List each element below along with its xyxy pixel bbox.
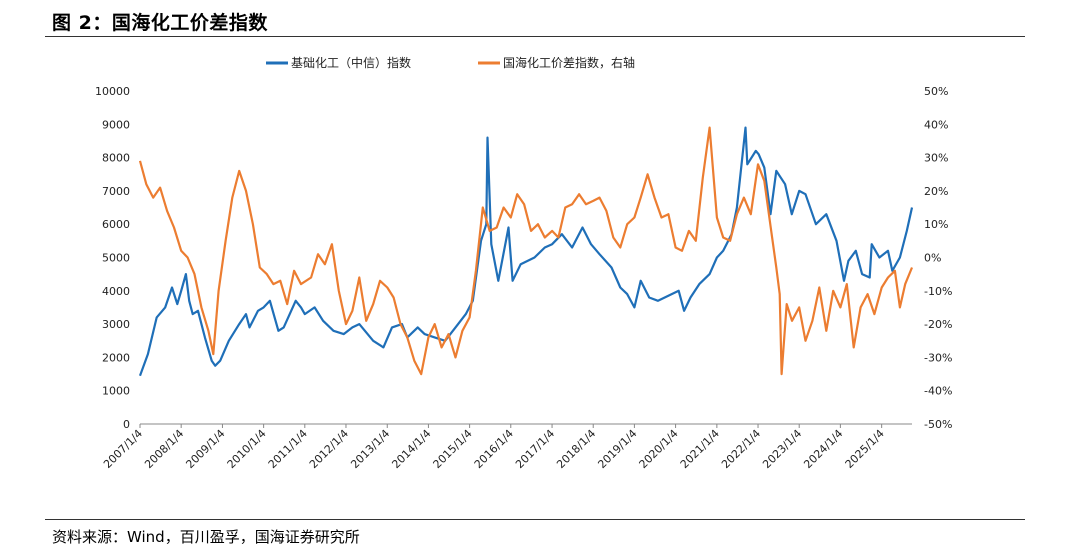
series-line-chemical-index xyxy=(138,126,914,377)
x-axis-tick-label: 2024/1/4 xyxy=(801,427,845,471)
x-axis-tick-label: 2018/1/4 xyxy=(554,427,598,471)
right-axis-tick-label: -40% xyxy=(924,385,952,398)
x-axis-tick-label: 2021/1/4 xyxy=(678,427,722,471)
x-axis-tick-label: 2025/1/4 xyxy=(843,427,887,471)
right-axis-tick-label: 10% xyxy=(924,218,948,231)
figure-source: 资料来源：Wind，百川盈孚，国海证券研究所 xyxy=(52,528,360,546)
x-axis-tick-label: 2023/1/4 xyxy=(760,427,804,471)
legend-label: 国海化工价差指数，右轴 xyxy=(503,55,635,70)
figure-title: 图 2：国海化工价差指数 xyxy=(52,12,268,34)
left-axis-tick-label: 6000 xyxy=(102,218,130,231)
right-axis-tick-label: 0% xyxy=(924,252,941,265)
x-axis-tick-label: 2022/1/4 xyxy=(719,427,763,471)
x-axis-tick-label: 2011/1/4 xyxy=(266,427,310,471)
x-axis-tick-label: 2013/1/4 xyxy=(348,427,392,471)
axes-layer: 0 1000 2000 3000 4000 5000 6000 7000 8000 9000 100… xyxy=(95,85,952,471)
x-axis-tick-label: 2009/1/4 xyxy=(183,427,227,471)
left-axis-tick-label: 5000 xyxy=(102,252,130,265)
legend-label: 基础化工（中信）指数 xyxy=(291,55,411,70)
x-axis-tick-label: 2016/1/4 xyxy=(472,427,516,471)
x-axis-tick-label: 2014/1/4 xyxy=(389,427,433,471)
right-axis-tick-label: -50% xyxy=(924,418,952,431)
x-axis-tick-label: 2007/1/4 xyxy=(101,427,145,471)
right-axis-tick-label: 40% xyxy=(924,118,948,131)
x-axis-tick-label: 2012/1/4 xyxy=(307,427,351,471)
x-axis-tick-label: 2020/1/4 xyxy=(637,427,681,471)
x-axis-tick-label: 2019/1/4 xyxy=(595,427,639,471)
left-axis-tick-label: 9000 xyxy=(102,118,130,131)
series-line-spread-index xyxy=(138,126,914,376)
left-axis-tick-label: 0 xyxy=(123,418,130,431)
x-axis-tick-label: 2010/1/4 xyxy=(225,427,269,471)
x-axis-tick-label: 2017/1/4 xyxy=(513,427,557,471)
right-axis-tick-label: 50% xyxy=(924,85,948,98)
bottom-rule xyxy=(45,519,1025,520)
left-axis-tick-label: 3000 xyxy=(102,318,130,331)
left-axis-tick-label: 1000 xyxy=(102,385,130,398)
legend: 基础化工（中信）指数 国海化工价差指数，右轴 xyxy=(266,55,635,70)
left-axis-tick-label: 2000 xyxy=(102,351,130,364)
right-axis-tick-label: 30% xyxy=(924,152,948,165)
right-axis-tick-label: -20% xyxy=(924,318,952,331)
left-axis-tick-label: 4000 xyxy=(102,285,130,298)
right-axis-tick-label: -10% xyxy=(924,285,952,298)
top-rule xyxy=(45,36,1025,37)
right-axis-tick-label: -30% xyxy=(924,351,952,364)
x-axis-tick-label: 2008/1/4 xyxy=(142,427,186,471)
series-layer xyxy=(138,126,914,377)
right-axis-tick-label: 20% xyxy=(924,185,948,198)
left-axis-tick-label: 7000 xyxy=(102,185,130,198)
left-axis-tick-label: 8000 xyxy=(102,152,130,165)
x-axis-tick-label: 2015/1/4 xyxy=(431,427,475,471)
left-axis-tick-label: 10000 xyxy=(95,85,130,98)
